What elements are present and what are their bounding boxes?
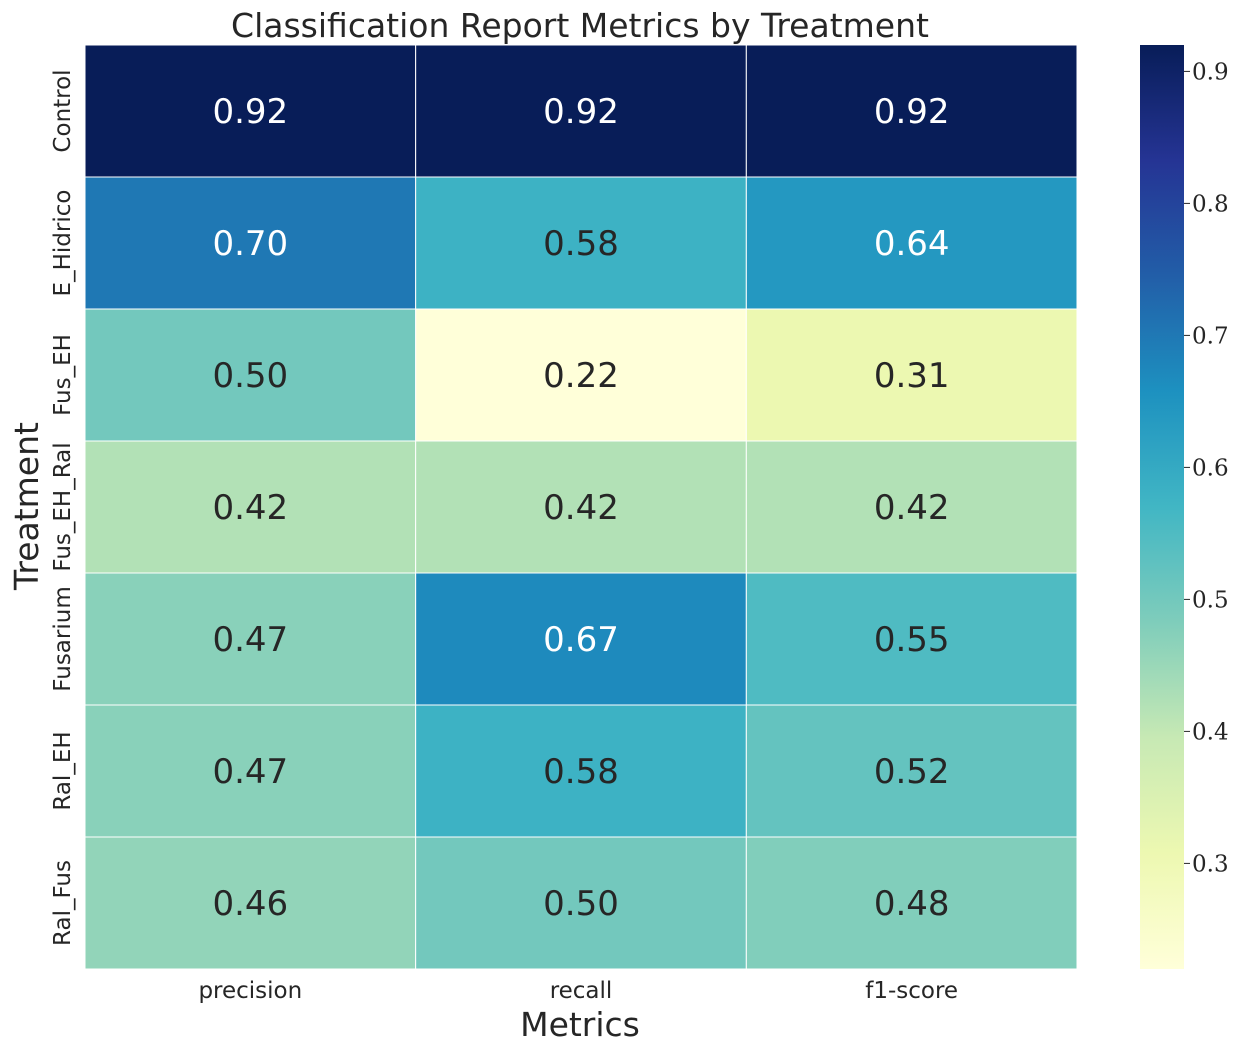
heatmap-cell [84, 44, 417, 178]
x-tick-label: f1-score [865, 978, 958, 1004]
colorbar-tick-label: 0.4 [1192, 719, 1229, 745]
heatmap-cell [415, 704, 747, 838]
y-tick-label: Ral_Fus [50, 860, 76, 946]
colorbar-tick-label: 0.6 [1192, 455, 1229, 481]
y-axis-label: Treatment [7, 422, 46, 591]
heatmap-cell [745, 704, 1078, 838]
cell-value-label: 0.58 [543, 752, 619, 792]
cell-value-label: 0.50 [212, 356, 288, 396]
cell-value-label: 0.42 [874, 488, 950, 528]
cell-value-label: 0.42 [212, 488, 288, 528]
x-tick-labels: precision recall f1-score [198, 978, 958, 1004]
heatmap-cell [84, 440, 417, 574]
cell-value-label: 0.46 [212, 884, 288, 924]
heatmap-cell [84, 308, 417, 442]
y-tick-label: Ral_EH [50, 731, 76, 810]
cell-value-label: 0.55 [874, 620, 950, 660]
x-tick-label: recall [550, 978, 613, 1004]
chart-title: Classification Report Metrics by Treatme… [231, 6, 929, 45]
cell-value-label: 0.92 [543, 92, 619, 132]
cell-value-label: 0.47 [212, 620, 288, 660]
cell-value-label: 0.50 [543, 884, 619, 924]
heatmap-cell [745, 572, 1078, 706]
cell-value-label: 0.22 [543, 356, 619, 396]
cell-value-label: 0.31 [874, 356, 950, 396]
heatmap-cell [84, 836, 417, 970]
heatmap-cell [415, 176, 747, 310]
colorbar-tick-label: 0.7 [1192, 323, 1229, 349]
heatmap-cell [745, 440, 1078, 574]
colorbar: 0.3 0.4 0.5 0.6 0.7 0.8 0.9 [1140, 45, 1229, 969]
y-tick-label: Fus_EH_Ral [50, 442, 76, 571]
x-tick-label: precision [198, 978, 302, 1004]
y-tick-label: Fusarium [50, 586, 76, 691]
cell-value-label: 0.70 [212, 224, 288, 264]
y-tick-label: Fus_EH [50, 334, 76, 416]
heatmap-cell [745, 836, 1078, 970]
y-tick-label: Control [50, 69, 76, 152]
cell-value-label: 0.42 [543, 488, 619, 528]
heatmap-cell [84, 176, 417, 310]
y-tick-labels: Control E_Hidrico Fus_EH Fus_EH_Ral Fusarium… [50, 69, 76, 946]
heatmap-cell [84, 704, 417, 838]
heatmap-cell [745, 176, 1078, 310]
cell-value-label: 0.52 [874, 752, 950, 792]
cell-value-label: 0.58 [543, 224, 619, 264]
heatmap-cell [415, 572, 747, 706]
colorbar-tick-label: 0.8 [1192, 191, 1229, 217]
colorbar-tick-label: 0.9 [1192, 59, 1229, 85]
heatmap-cell [745, 44, 1078, 178]
x-axis-label: Metrics [520, 1005, 640, 1044]
cell-value-label: 0.67 [543, 620, 619, 660]
y-tick-label: E_Hidrico [50, 190, 76, 297]
cell-value-label: 0.92 [212, 92, 288, 132]
heatmap-cell [84, 572, 417, 706]
colorbar-tick-label: 0.3 [1192, 851, 1229, 877]
colorbar-tick-label: 0.5 [1192, 587, 1229, 613]
heatmap-cell [415, 308, 747, 442]
cell-value-label: 0.64 [874, 224, 950, 264]
heatmap-cell [415, 44, 747, 178]
cell-value-label: 0.47 [212, 752, 288, 792]
heatmap-cell [415, 836, 747, 970]
cell-value-label: 0.92 [874, 92, 950, 132]
heatmap-cells: 0.92 0.92 0.92 0.70 0.58 0.64 0.50 0.22 0.31 0.42… [84, 44, 1078, 970]
colorbar-gradient [1140, 45, 1184, 969]
cell-value-label: 0.48 [874, 884, 950, 924]
